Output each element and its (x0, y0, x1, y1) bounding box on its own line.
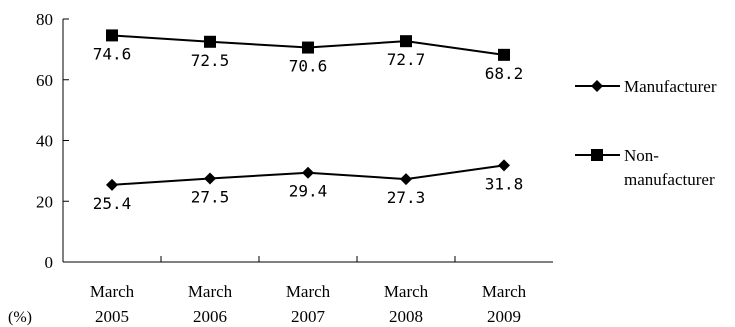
chart-series: 25.4 27.5 29.4 27.3 31.8 74.6 72.5 70.6 72.7 68.2 (93, 29, 524, 213)
series-non-manufacturer: 74.6 72.5 70.6 72.7 68.2 (93, 29, 524, 83)
series-manufacturer: 25.4 27.5 29.4 27.3 31.8 (93, 159, 524, 213)
y-tick-label: 40 (36, 132, 53, 151)
data-label: 27.5 (191, 187, 230, 206)
data-point (498, 159, 510, 172)
chart-legend: Manufacturer Non-manufacturer (575, 77, 717, 189)
data-point (106, 178, 118, 191)
data-label: 74.6 (93, 44, 132, 63)
y-tick-label: 0 (45, 253, 54, 272)
data-label: 72.5 (191, 51, 230, 70)
data-point (400, 35, 412, 48)
y-tick-label: 60 (36, 71, 53, 90)
data-point (204, 172, 216, 185)
x-tick-label: March 2007 (286, 282, 331, 326)
data-label: 70.6 (289, 57, 328, 76)
x-tick-label: March 2008 (384, 282, 429, 326)
x-tick-label: March 2009 (482, 282, 527, 326)
legend-label: Non-manufacturer (624, 146, 715, 189)
data-point (106, 29, 118, 42)
x-tick-labels: March 2005 March 2006 March 2007 March 2008 Marc… (90, 282, 527, 326)
x-tick-label: March 2005 (90, 282, 135, 326)
data-label: 25.4 (93, 194, 132, 213)
data-label: 29.4 (289, 182, 328, 201)
legend-marker (591, 80, 603, 92)
data-label: 68.2 (485, 64, 524, 83)
y-tick-labels: 0 20 40 60 80 (36, 10, 53, 272)
data-label: 72.7 (387, 50, 426, 69)
y-tick-label: 20 (36, 192, 53, 211)
x-tick-label: March 2006 (188, 282, 233, 326)
legend-marker (591, 149, 603, 161)
data-label: 31.8 (485, 174, 524, 193)
y-tick-label: 80 (36, 10, 53, 29)
data-point (302, 166, 314, 179)
legend-label: Manufacturer (624, 77, 717, 96)
chart-axes (62, 18, 553, 263)
data-point (204, 35, 216, 48)
data-point (400, 173, 412, 186)
y-unit-label: (%) (8, 309, 32, 326)
data-point (498, 48, 510, 61)
data-point (302, 41, 314, 54)
data-label: 27.3 (387, 188, 426, 207)
